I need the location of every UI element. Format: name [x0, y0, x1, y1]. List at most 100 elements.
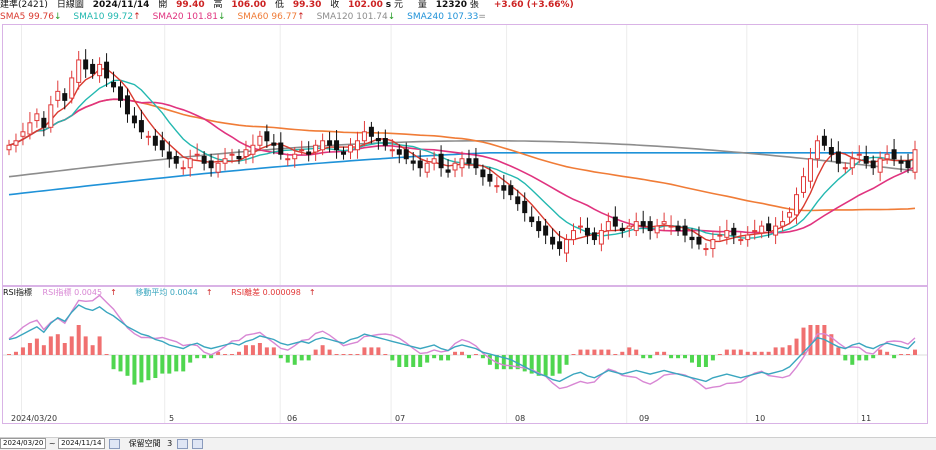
candle-body	[131, 115, 137, 124]
currency-label: 元	[393, 0, 403, 10]
rsi-histogram-bar	[292, 355, 297, 365]
rsi-histogram-bar	[843, 355, 848, 361]
candle-body	[111, 81, 117, 88]
candle-body	[222, 158, 228, 164]
rsi-histogram-bar	[139, 355, 144, 383]
rsi-histogram-bar	[773, 347, 778, 355]
rsi-histogram-bar	[264, 347, 269, 355]
candle-body	[306, 151, 312, 155]
rsi-histogram-bar	[104, 354, 109, 355]
rsi-line	[8, 294, 916, 390]
candle-body	[459, 158, 465, 169]
rsi-histogram-bar	[97, 336, 102, 355]
keep-space-value[interactable]: 3	[167, 439, 173, 448]
sma10-legend: SMA10 99.72↑	[73, 12, 141, 22]
high-value: 106.00	[231, 0, 267, 10]
rsi-histogram-bar	[376, 347, 381, 355]
candle-body	[494, 185, 500, 188]
candle-body	[389, 149, 395, 152]
candle-body	[55, 90, 61, 101]
candle-body	[76, 59, 82, 83]
candle-body	[821, 135, 827, 146]
candle-body	[431, 158, 437, 164]
candle-body	[550, 236, 556, 245]
rsi-histogram-bar	[299, 355, 304, 361]
rsi-histogram-bar	[906, 354, 911, 355]
candle-body	[313, 144, 319, 153]
candle-body	[368, 126, 374, 137]
candle-body	[668, 225, 674, 228]
end-date-input[interactable]: 2024/11/14	[58, 438, 105, 449]
candle-body	[27, 122, 33, 135]
candle-body	[738, 239, 744, 242]
candle-body	[480, 169, 486, 178]
price-chart-panel[interactable]	[2, 24, 928, 286]
start-date-input[interactable]: 2024/03/20	[0, 438, 47, 449]
candle-body	[536, 221, 542, 232]
zoom-out-button[interactable]	[192, 438, 204, 449]
candle-body	[264, 131, 270, 142]
rsi-histogram-bar	[543, 355, 548, 376]
candle-body	[452, 162, 458, 171]
rsi-histogram-bar	[738, 349, 743, 355]
candle-body	[445, 169, 451, 173]
candle-body	[327, 140, 333, 146]
sma60-line	[8, 98, 916, 212]
zoom-in-button[interactable]	[176, 438, 188, 449]
rsi-histogram-bar	[209, 355, 214, 359]
rsi-chart-svg: 2024/03/20 5 06 07 08 09 10 11	[3, 287, 927, 423]
candle-body	[48, 104, 54, 128]
rsi-histogram-bar	[230, 354, 235, 355]
sma20-legend: SMA20 101.81↓	[152, 12, 226, 22]
candle-body	[410, 160, 416, 164]
candle-body	[891, 149, 897, 160]
rsi-histogram-bar	[181, 355, 186, 372]
candle-body	[403, 149, 409, 160]
rsi-histogram-bar	[334, 354, 339, 355]
candle-body	[299, 149, 305, 152]
candle-body	[508, 185, 514, 196]
candle-body	[417, 160, 423, 169]
rsi-histogram-bar	[857, 355, 862, 361]
candle-body	[180, 167, 186, 170]
rsi-histogram-bar	[466, 355, 471, 359]
rsi-histogram-bar	[634, 349, 639, 355]
rsi-panel[interactable]: 2024/03/20 5 06 07 08 09 10 11	[2, 286, 928, 424]
rsi-histogram-bar	[731, 349, 736, 355]
close-value: 102.00	[348, 0, 383, 10]
candle-body	[522, 200, 528, 214]
candle-body	[118, 86, 124, 101]
rsi-histogram-bar	[390, 355, 395, 361]
candle-body	[166, 151, 172, 160]
rsi-histogram-bar	[362, 347, 367, 355]
rsi-histogram-bar	[348, 354, 353, 355]
rsi-histogram-bar	[355, 354, 360, 355]
candle-body	[584, 227, 590, 236]
rsi-histogram-bar	[432, 355, 437, 359]
sma5-legend: SMA5 99.76↓	[0, 12, 62, 22]
candle-body	[396, 149, 402, 155]
candle-body	[898, 160, 904, 164]
candle-body	[835, 151, 841, 164]
candle-body	[654, 225, 660, 234]
date-value: 2024/11/14	[92, 0, 150, 10]
rsi-histogram-bar	[710, 355, 715, 361]
candle-body	[278, 142, 284, 155]
sma240-legend: SMA240 107.33=	[407, 12, 486, 22]
rsi-histogram-bar	[689, 355, 694, 363]
candle-body	[640, 221, 646, 227]
candle-body	[145, 135, 151, 138]
candle-body	[466, 158, 472, 164]
calendar-button[interactable]	[109, 438, 121, 449]
rsi-histogram-bar	[453, 351, 458, 355]
rsi-histogram-bar	[669, 355, 674, 359]
rsi-histogram-bar	[815, 325, 820, 355]
candle-body	[69, 77, 75, 99]
rsi-histogram-bar	[425, 355, 430, 363]
candle-body	[90, 63, 96, 74]
candle-body	[849, 158, 855, 169]
candle-body	[341, 151, 347, 155]
period-label: 日線圖	[56, 0, 84, 10]
rsi-histogram-bar	[794, 338, 799, 355]
sma60-legend: SMA60 96.77↑	[237, 12, 305, 22]
